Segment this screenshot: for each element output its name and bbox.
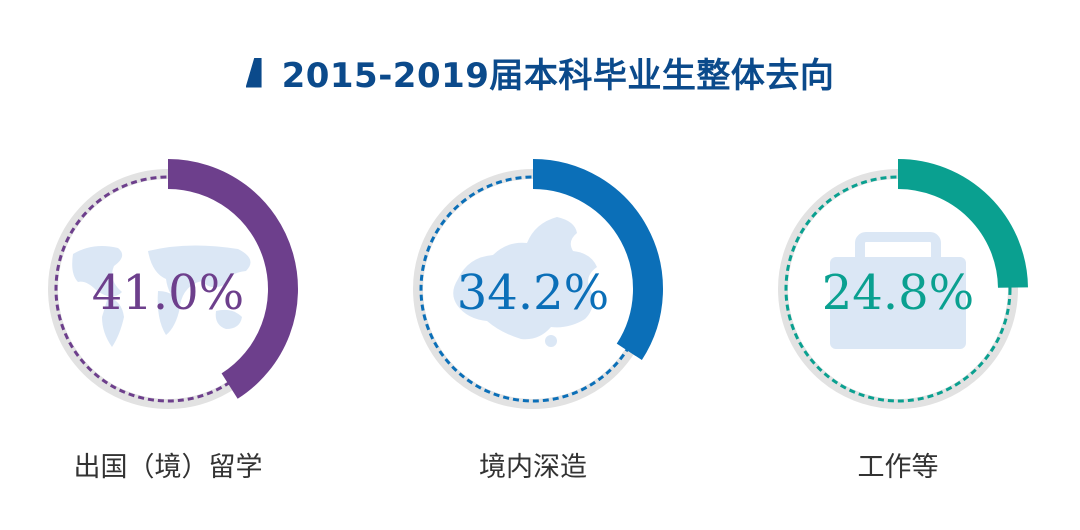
briefcase-icon (830, 232, 966, 349)
gauge-progress-arc (167, 159, 298, 399)
gauge-label-domestic-study: 境内深造 (479, 452, 587, 483)
chart-title: 2015-2019届本科毕业生整体去向 (281, 56, 835, 96)
gauge-progress-arc (897, 159, 1028, 289)
gauge-label-work: 工作等 (857, 452, 939, 483)
china-map-icon (453, 217, 597, 347)
gauge-value-label: 34.2% (457, 265, 609, 321)
chart-title-row: 2015-2019届本科毕业生整体去向 (0, 48, 1080, 97)
gauge-value-label: 41.0% (92, 265, 244, 321)
gauge-ring-dashed (784, 175, 1012, 403)
gauge-value-label: 24.8% (822, 265, 974, 321)
gauge-label-study-abroad: 出国（境）留学 (73, 452, 263, 483)
world-map-icon (72, 245, 251, 347)
gauge-progress-arc (532, 159, 663, 361)
